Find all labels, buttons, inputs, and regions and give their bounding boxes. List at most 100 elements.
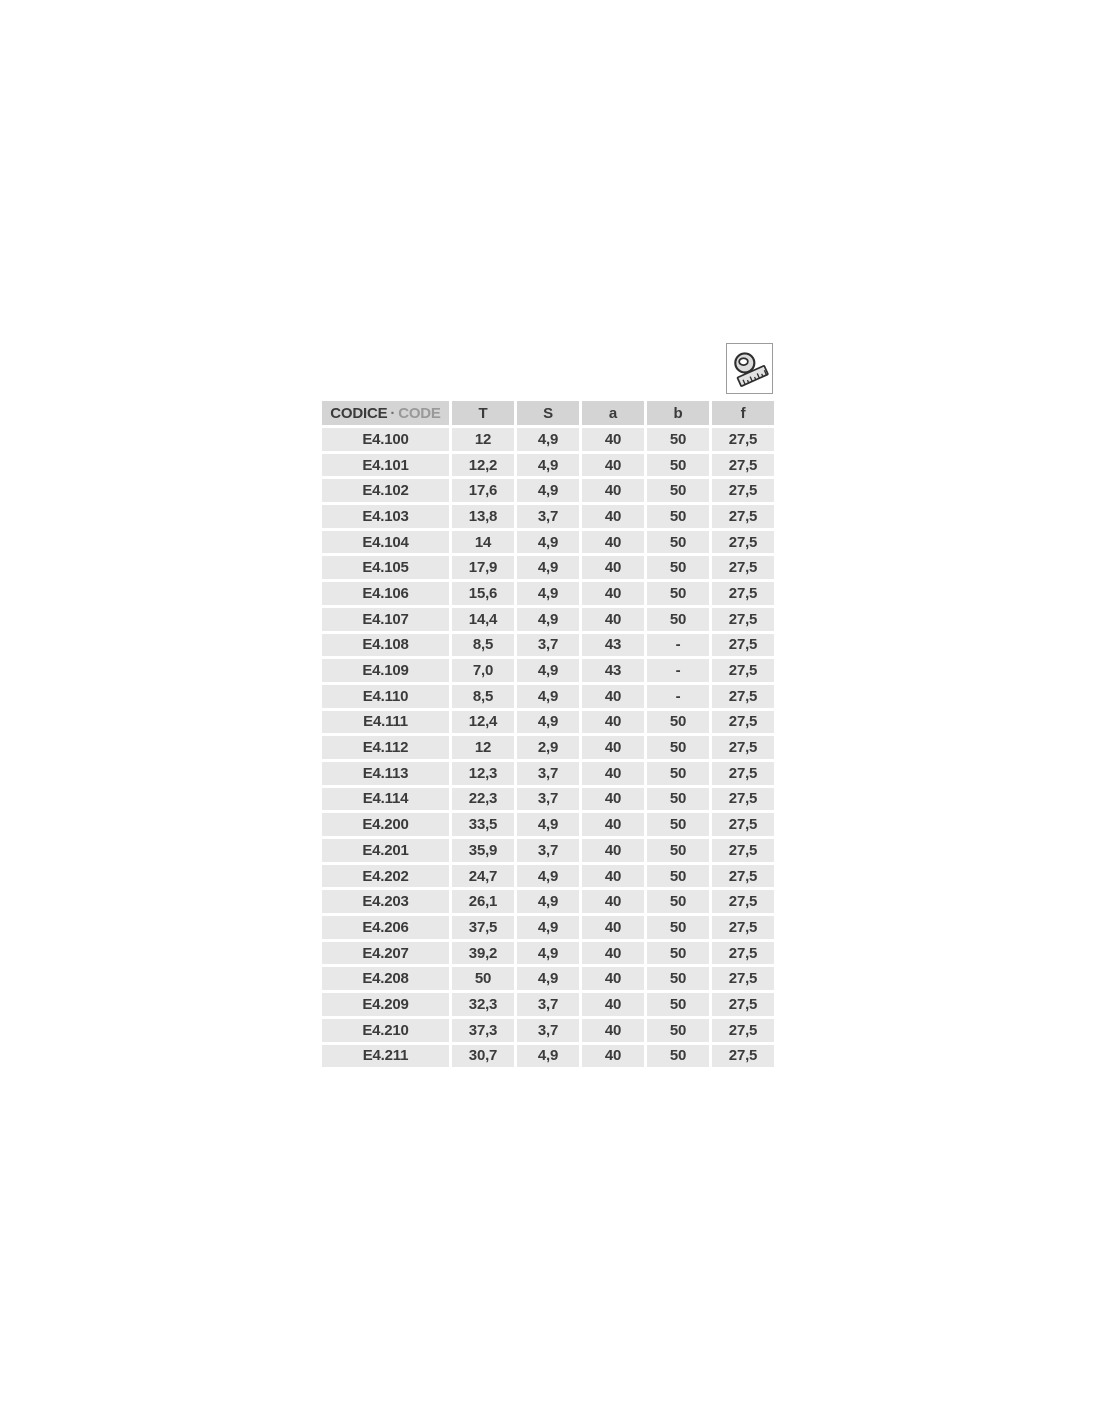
code-cell: E4.111 — [322, 710, 449, 734]
code-cell: E4.110 — [322, 684, 449, 708]
value-cell-S: 3,7 — [517, 1018, 579, 1042]
value-cell-f: 27,5 — [712, 787, 774, 811]
value-cell-T: 7,0 — [452, 659, 514, 682]
value-cell-T: 50 — [452, 967, 514, 991]
table-row: E4.100 12 4,9 40 50 27,5 — [322, 428, 774, 451]
value-cell-S: 4,9 — [517, 659, 579, 682]
table-row: E4.210 37,3 3,7 40 50 27,5 — [322, 1018, 774, 1042]
value-cell-a: 40 — [582, 684, 644, 708]
value-cell-S: 3,7 — [517, 505, 579, 528]
value-cell-b: 50 — [647, 607, 709, 631]
value-cell-f: 27,5 — [712, 530, 774, 554]
table-row: E4.110 8,5 4,9 40 - 27,5 — [322, 684, 774, 708]
value-cell-S: 4,9 — [517, 453, 579, 477]
value-cell-S: 3,7 — [517, 993, 579, 1016]
value-cell-a: 40 — [582, 607, 644, 631]
value-cell-b: 50 — [647, 993, 709, 1016]
header-row: CODICE · CODE T S a b f — [322, 401, 774, 425]
value-cell-S: 4,9 — [517, 916, 579, 939]
table-row: E4.202 24,7 4,9 40 50 27,5 — [322, 864, 774, 888]
value-cell-S: 4,9 — [517, 684, 579, 708]
value-cell-T: 8,5 — [452, 684, 514, 708]
header-code-label: CODE — [398, 404, 441, 422]
value-cell-b: 50 — [647, 428, 709, 451]
value-cell-S: 4,9 — [517, 967, 579, 991]
table-row: E4.201 35,9 3,7 40 50 27,5 — [322, 839, 774, 862]
value-cell-f: 27,5 — [712, 556, 774, 580]
table-row: E4.114 22,3 3,7 40 50 27,5 — [322, 787, 774, 811]
value-cell-b: 50 — [647, 530, 709, 554]
value-cell-T: 26,1 — [452, 890, 514, 914]
code-cell: E4.100 — [322, 428, 449, 451]
tape-measure-icon — [733, 351, 769, 387]
table-row: E4.203 26,1 4,9 40 50 27,5 — [322, 890, 774, 914]
value-cell-a: 40 — [582, 1044, 644, 1068]
table-row: E4.104 14 4,9 40 50 27,5 — [322, 530, 774, 554]
table-row: E4.112 12 2,9 40 50 27,5 — [322, 736, 774, 759]
value-cell-f: 27,5 — [712, 761, 774, 785]
table-body: E4.100 12 4,9 40 50 27,5 E4.101 12,2 4,9… — [322, 428, 774, 1068]
value-cell-f: 27,5 — [712, 710, 774, 734]
value-cell-a: 40 — [582, 890, 644, 914]
value-cell-b: 50 — [647, 556, 709, 580]
code-cell: E4.106 — [322, 582, 449, 605]
value-cell-b: 50 — [647, 864, 709, 888]
value-cell-a: 40 — [582, 505, 644, 528]
table-row: E4.206 37,5 4,9 40 50 27,5 — [322, 916, 774, 939]
value-cell-S: 4,9 — [517, 607, 579, 631]
table-row: E4.105 17,9 4,9 40 50 27,5 — [322, 556, 774, 580]
value-cell-f: 27,5 — [712, 813, 774, 836]
value-cell-b: 50 — [647, 761, 709, 785]
code-cell: E4.203 — [322, 890, 449, 914]
value-cell-a: 40 — [582, 813, 644, 836]
value-cell-a: 40 — [582, 941, 644, 965]
value-cell-T: 8,5 — [452, 633, 514, 657]
header-col-f: f — [712, 401, 774, 425]
value-cell-a: 40 — [582, 556, 644, 580]
code-cell: E4.209 — [322, 993, 449, 1016]
code-cell: E4.109 — [322, 659, 449, 682]
value-cell-S: 4,9 — [517, 941, 579, 965]
value-cell-b: 50 — [647, 941, 709, 965]
value-cell-T: 15,6 — [452, 582, 514, 605]
code-cell: E4.206 — [322, 916, 449, 939]
value-cell-S: 4,9 — [517, 479, 579, 503]
value-cell-b: 50 — [647, 1044, 709, 1068]
value-cell-S: 3,7 — [517, 839, 579, 862]
value-cell-S: 4,9 — [517, 1044, 579, 1068]
code-cell: E4.211 — [322, 1044, 449, 1068]
table-row: E4.109 7,0 4,9 43 - 27,5 — [322, 659, 774, 682]
header-codice-label: CODICE — [330, 404, 388, 422]
value-cell-f: 27,5 — [712, 505, 774, 528]
value-cell-b: - — [647, 659, 709, 682]
code-cell: E4.105 — [322, 556, 449, 580]
value-cell-f: 27,5 — [712, 890, 774, 914]
value-cell-T: 13,8 — [452, 505, 514, 528]
table-row: E4.207 39,2 4,9 40 50 27,5 — [322, 941, 774, 965]
value-cell-T: 12 — [452, 736, 514, 759]
code-cell: E4.107 — [322, 607, 449, 631]
value-cell-f: 27,5 — [712, 1018, 774, 1042]
value-cell-f: 27,5 — [712, 582, 774, 605]
value-cell-b: 50 — [647, 813, 709, 836]
value-cell-a: 40 — [582, 428, 644, 451]
value-cell-a: 40 — [582, 1018, 644, 1042]
value-cell-T: 30,7 — [452, 1044, 514, 1068]
value-cell-b: 50 — [647, 582, 709, 605]
table-row: E4.111 12,4 4,9 40 50 27,5 — [322, 710, 774, 734]
value-cell-T: 17,9 — [452, 556, 514, 580]
value-cell-b: 50 — [647, 787, 709, 811]
value-cell-b: 50 — [647, 1018, 709, 1042]
code-cell: E4.101 — [322, 453, 449, 477]
value-cell-f: 27,5 — [712, 993, 774, 1016]
code-cell: E4.104 — [322, 530, 449, 554]
value-cell-f: 27,5 — [712, 1044, 774, 1068]
value-cell-T: 39,2 — [452, 941, 514, 965]
value-cell-T: 17,6 — [452, 479, 514, 503]
value-cell-f: 27,5 — [712, 428, 774, 451]
value-cell-a: 40 — [582, 864, 644, 888]
header-col-T: T — [452, 401, 514, 425]
value-cell-f: 27,5 — [712, 941, 774, 965]
value-cell-T: 12,3 — [452, 761, 514, 785]
